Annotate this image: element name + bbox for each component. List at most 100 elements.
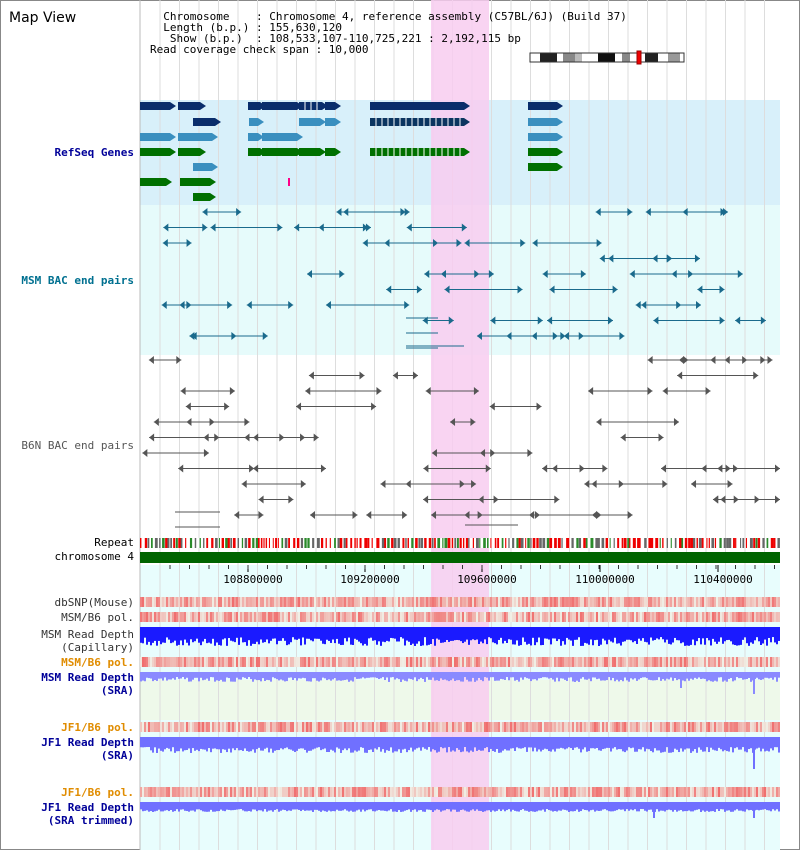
dbsnp-cell: [626, 597, 628, 607]
dbsnp-cell: [770, 597, 772, 607]
jf1-b6-pol-1-cell: [250, 722, 252, 732]
track-label-jf1-b6-pol-2[interactable]: JF1/B6 pol.: [61, 786, 134, 799]
msm-b6-pol-1-cell: [334, 612, 336, 622]
jf1-b6-pol-2-cell: [172, 787, 174, 797]
jf1-depth-sra-bar: [376, 737, 378, 750]
jf1-b6-pol-2-cell: [654, 787, 656, 797]
msm-depth-sra-bar: [724, 672, 726, 681]
jf1-depth-sra-bar: [390, 737, 392, 748]
track-label-msm-b6-pol-1[interactable]: MSM/B6 pol.: [61, 611, 134, 624]
jf1-depth-trimmed-bar: [750, 802, 752, 810]
ideogram-band: [540, 53, 557, 62]
msm-depth-sra-bar: [166, 672, 168, 681]
dbsnp-cell: [426, 597, 428, 607]
msm-b6-pol-2-cell: [318, 657, 320, 667]
jf1-depth-trimmed-bar: [186, 802, 188, 812]
msm-depth-sra-bar: [738, 672, 740, 679]
b6n-bac-pair-end: [380, 480, 386, 488]
track-label-msm-bac[interactable]: MSM BAC end pairs: [21, 274, 134, 287]
jf1-depth-trimmed-bar: [278, 802, 280, 812]
jf1-depth-trimmed-bar: [170, 802, 172, 811]
msm-b6-pol-2-cell: [206, 657, 208, 667]
jf1-depth-trimmed-bar: [704, 802, 706, 812]
track-label-jf1-depth-trimmed[interactable]: JF1 Read Depth (SRA trimmed): [41, 801, 134, 827]
dbsnp-cell: [164, 597, 166, 607]
repeat-element: [277, 538, 279, 548]
jf1-depth-sra-bar: [480, 737, 482, 751]
msm-depth-capillary-bar: [264, 627, 266, 643]
jf1-depth-trimmed-bar: [510, 802, 512, 812]
jf1-b6-pol-2-cell: [242, 787, 244, 797]
track-label-refseq[interactable]: RefSeq Genes: [54, 146, 134, 159]
msm-depth-sra-bar: [576, 672, 578, 681]
jf1-depth-sra-bar: [706, 737, 708, 748]
jf1-depth-sra-bar: [238, 737, 240, 751]
msm-depth-capillary-bar: [426, 627, 428, 646]
gene-feature: [528, 163, 557, 171]
msm-b6-pol-2-cell: [256, 657, 258, 667]
jf1-depth-trimmed-bar: [394, 802, 396, 812]
msm-bac-pair-end: [532, 239, 538, 247]
jf1-depth-sra-bar: [736, 737, 738, 748]
jf1-b6-pol-1-cell: [730, 722, 732, 732]
jf1-b6-pol-1-cell: [610, 722, 612, 732]
dbsnp-cell: [460, 597, 462, 607]
msm-depth-sra-bar: [496, 672, 498, 681]
jf1-b6-pol-2-cell: [454, 787, 456, 797]
msm-b6-pol-2-cell: [720, 657, 722, 667]
track-label-b6n-bac[interactable]: B6N BAC end pairs: [21, 439, 134, 452]
jf1-depth-trimmed-bar: [432, 802, 434, 812]
repeat-element: [520, 538, 524, 548]
info-length: Length (b.p.) : 155,630,120: [150, 21, 343, 34]
repeat-element: [632, 538, 636, 548]
track-label-dbsnp[interactable]: dbSNP(Mouse): [54, 596, 134, 609]
gene-feature: [248, 102, 260, 110]
track-label-msm-b6-pol-2[interactable]: MSM/B6 pol.: [61, 656, 134, 669]
jf1-b6-pol-1-cell: [690, 722, 692, 732]
msm-depth-sra-bar: [774, 672, 776, 678]
msm-b6-pol-1-cell: [392, 612, 394, 622]
track-label-repeat[interactable]: Repeat: [94, 536, 134, 549]
jf1-b6-pol-2-cell: [690, 787, 692, 797]
track-label-chromosome[interactable]: chromosome 4: [54, 550, 134, 563]
jf1-depth-sra-bar: [360, 737, 362, 748]
repeat-element: [325, 538, 327, 548]
jf1-b6-pol-1-cell: [492, 722, 494, 732]
gene-strand-arrow: [210, 178, 216, 186]
track-label-msm-depth-capillary[interactable]: MSM Read Depth (Capillary): [41, 628, 134, 654]
msm-depth-capillary-bar: [662, 627, 664, 640]
jf1-depth-sra-bar: [230, 737, 232, 753]
msm-depth-capillary-bar: [490, 627, 492, 639]
jf1-b6-pol-1-cell: [434, 722, 436, 732]
jf1-b6-pol-1-cell: [626, 722, 628, 732]
msm-depth-sra-bar: [310, 672, 312, 682]
jf1-b6-pol-1-cell: [528, 722, 530, 732]
jf1-b6-pol-2-cell: [772, 787, 774, 797]
gene-strand-arrow: [212, 163, 218, 171]
repeat-element: [688, 538, 691, 548]
msm-depth-sra-bar: [742, 672, 744, 680]
track-label-jf1-depth-sra[interactable]: JF1 Read Depth (SRA): [41, 736, 134, 762]
msm-depth-sra-bar: [508, 672, 510, 681]
jf1-b6-pol-2-cell: [302, 787, 304, 797]
msm-bac-pair-end: [406, 223, 412, 232]
msm-depth-sra-bar: [208, 672, 210, 681]
msm-depth-capillary-bar: [148, 627, 150, 642]
repeat-element: [147, 538, 150, 548]
dbsnp-cell: [518, 597, 520, 607]
track-label-msm-depth-sra[interactable]: MSM Read Depth (SRA): [41, 671, 134, 697]
msm-b6-pol-1-cell: [464, 612, 466, 622]
jf1-depth-trimmed-bar: [716, 802, 718, 810]
jf1-b6-pol-1-cell: [726, 722, 728, 732]
jf1-depth-trimmed-bar: [580, 802, 582, 812]
dbsnp-cell: [286, 597, 288, 607]
jf1-b6-pol-1-cell: [276, 722, 278, 732]
dbsnp-cell: [550, 597, 552, 607]
msm-b6-pol-1-cell: [578, 612, 580, 622]
track-label-jf1-b6-pol-1[interactable]: JF1/B6 pol.: [61, 721, 134, 734]
dbsnp-cell: [210, 597, 212, 607]
gene-strand-arrow: [557, 148, 563, 156]
jf1-b6-pol-2-cell: [162, 787, 164, 797]
msm-depth-capillary-bar: [428, 627, 430, 645]
